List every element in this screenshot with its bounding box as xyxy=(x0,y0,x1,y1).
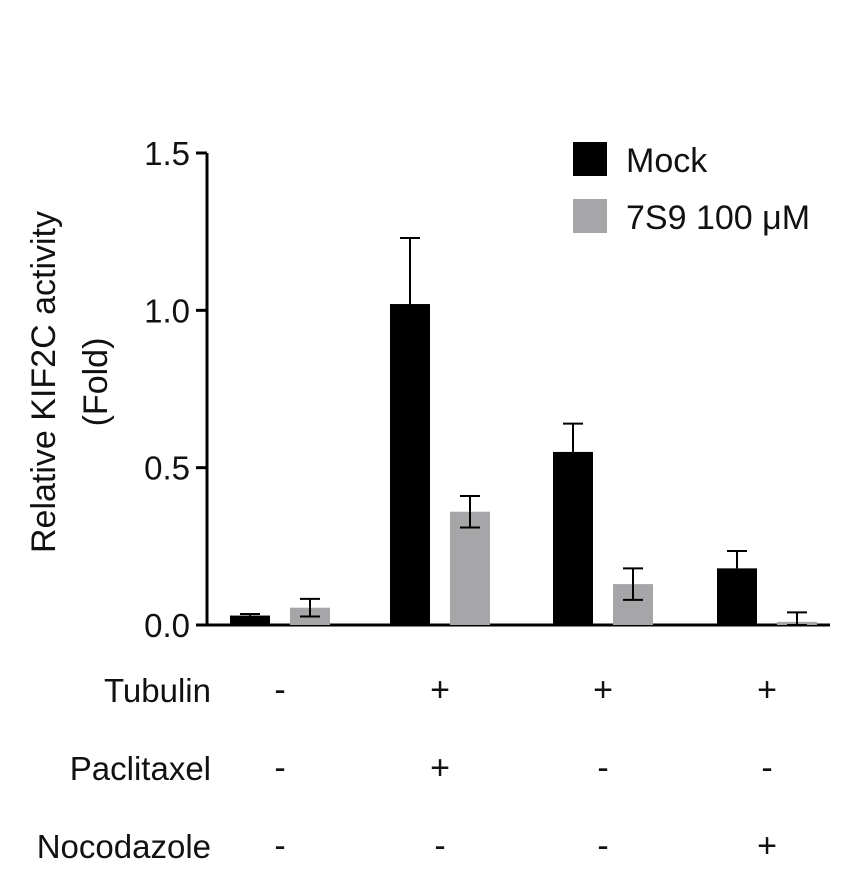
treatment-sign: - xyxy=(274,827,285,865)
y-tick-label: 0.5 xyxy=(144,450,190,487)
treatment-sign: + xyxy=(593,671,613,709)
legend-swatch xyxy=(573,142,607,176)
y-axis-title-line1: Relative KIF2C activity xyxy=(25,211,63,553)
legend-label: Mock xyxy=(626,142,708,180)
bars xyxy=(230,304,817,625)
bar xyxy=(717,568,757,625)
treatment-sign: - xyxy=(597,749,608,787)
treatment-sign: - xyxy=(434,827,445,865)
treatment-sign: + xyxy=(430,671,450,709)
treatment-sign: - xyxy=(597,827,608,865)
treatment-sign: + xyxy=(430,749,450,787)
treatment-label: Nocodazole xyxy=(37,828,211,865)
legend-label: 7S9 100 μM xyxy=(626,199,810,237)
legend: Mock 7S9 100 μM xyxy=(573,142,810,237)
treatment-table: Tubulin - + + + Paclitaxel - + - - Nocodazole - - - + xyxy=(37,671,777,865)
y-axis-title: Relative KIF2C activity (Fold) xyxy=(25,211,115,553)
treatment-label: Tubulin xyxy=(104,672,211,709)
bar xyxy=(450,511,490,625)
y-tick-label: 1.5 xyxy=(144,135,190,172)
treatment-sign: - xyxy=(274,749,285,787)
y-tick-label: 0.0 xyxy=(144,607,190,644)
treatment-label: Paclitaxel xyxy=(70,750,211,787)
y-axis-title-line2: (Fold) xyxy=(77,338,115,427)
treatment-sign: + xyxy=(757,827,777,865)
bar xyxy=(553,451,593,625)
treatment-sign: - xyxy=(274,671,285,709)
bar xyxy=(390,304,430,625)
error-bars xyxy=(240,236,807,626)
legend-swatch xyxy=(573,199,607,233)
y-ticks: 0.0 0.5 1.0 1.5 xyxy=(144,135,207,644)
treatment-sign: + xyxy=(757,671,777,709)
treatment-sign: - xyxy=(761,749,772,787)
bar xyxy=(230,615,270,625)
y-tick-label: 1.0 xyxy=(144,292,190,329)
